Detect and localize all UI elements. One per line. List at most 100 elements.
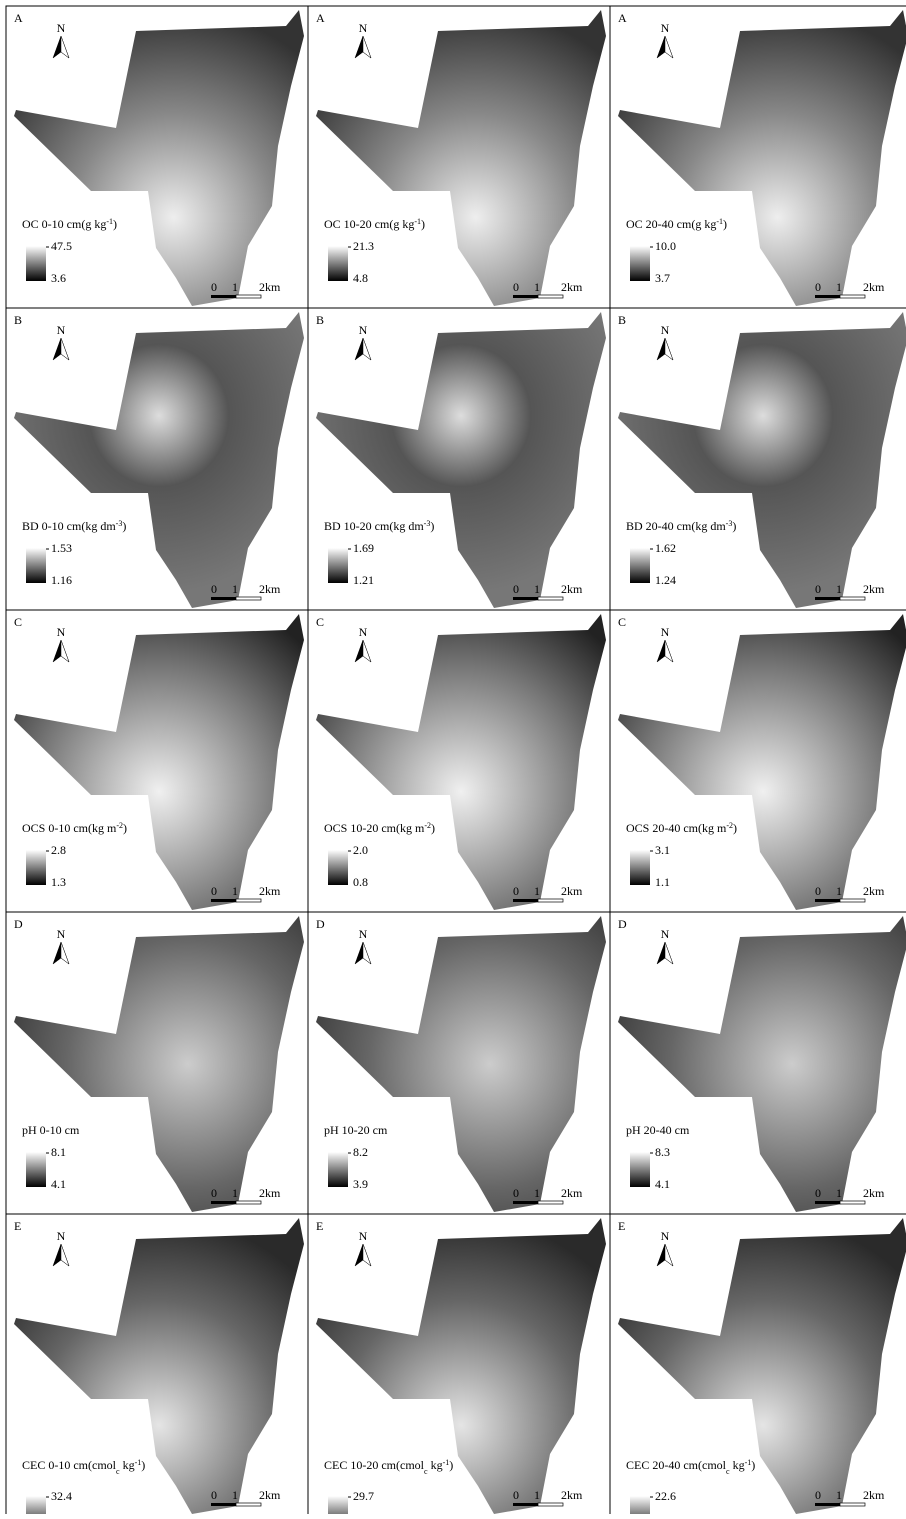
north-label: N	[359, 927, 368, 941]
legend-title: pH 0-10 cm	[22, 1123, 80, 1137]
panel-letter: C	[14, 615, 22, 629]
scale-bar-label: 2km	[259, 884, 281, 898]
north-label: N	[359, 625, 368, 639]
legend-ramp	[328, 1496, 348, 1514]
north-arrow-half	[61, 1244, 69, 1266]
legend-unit: (kg dm	[389, 519, 424, 533]
map-panel: DNpH 0-10 cm8.14.1012km	[6, 912, 308, 1214]
scale-bar-label: 1	[534, 1186, 540, 1200]
scale-bar-label: 0	[513, 884, 519, 898]
map-panel: BNBD 0-10 cm(kg dm-3)1.531.16012km	[6, 308, 308, 610]
legend-min: 3.6	[51, 271, 66, 285]
legend-max: 47.5	[51, 239, 72, 253]
legend-title-text: pH 10-20 cm	[324, 1123, 388, 1137]
legend-max: 10.0	[655, 239, 676, 253]
legend-title: CEC 20-40 cm(cmolc kg-1)	[626, 1458, 755, 1476]
panel-letter: B	[618, 313, 626, 327]
panel-letter: D	[618, 917, 627, 931]
legend-unit: (kg dm	[81, 519, 116, 533]
legend-unit: -1	[106, 217, 113, 226]
legend-unit: )	[733, 821, 737, 835]
scale-bar-label: 1	[836, 280, 842, 294]
scale-bar-label: 0	[815, 280, 821, 294]
legend-ramp	[26, 1496, 46, 1514]
scale-bar-label: 0	[513, 1186, 519, 1200]
scale-bar-white	[840, 597, 865, 600]
scale-bar-white	[538, 899, 563, 902]
north-arrow-half	[363, 36, 371, 58]
legend-title: CEC 0-10 cm(cmolc kg-1)	[22, 1458, 145, 1476]
legend-unit: kg	[428, 1458, 443, 1472]
scale-bar-label: 0	[211, 1186, 217, 1200]
legend-title: BD 0-10 cm(kg dm-3)	[22, 519, 126, 534]
legend-max: 21.3	[353, 239, 374, 253]
north-arrow-half	[363, 942, 371, 964]
scale-bar-black	[513, 295, 538, 298]
legend-ramp	[26, 850, 46, 885]
scale-bar-label: 2km	[561, 1186, 583, 1200]
legend-title: pH 20-40 cm	[626, 1123, 690, 1137]
north-arrow-half	[665, 640, 673, 662]
legend-unit: -2	[424, 821, 431, 830]
scale-bar-black	[211, 1201, 236, 1204]
north-label: N	[661, 1229, 670, 1243]
panel-letter: B	[14, 313, 22, 327]
panel-letter: D	[316, 917, 325, 931]
scale-bar-label: 1	[836, 884, 842, 898]
scale-bar-label: 2km	[259, 1488, 281, 1502]
legend-unit: (kg dm	[691, 519, 726, 533]
north-label: N	[359, 21, 368, 35]
legend-title-text: BD 0-10 cm	[22, 519, 82, 533]
panel-letter: A	[316, 11, 325, 25]
scale-bar-label: 1	[836, 1488, 842, 1502]
legend-ramp	[630, 1152, 650, 1187]
panel-letter: D	[14, 917, 23, 931]
scale-bar-white	[538, 1201, 563, 1204]
legend-unit: -3	[116, 519, 123, 528]
legend-unit: -1	[135, 1458, 142, 1467]
scale-bar-label: 1	[232, 582, 238, 596]
scale-bar-label: 1	[232, 280, 238, 294]
legend-unit: )	[723, 217, 727, 231]
scale-bar-label: 0	[211, 884, 217, 898]
north-label: N	[57, 1229, 66, 1243]
scale-bar-white	[538, 295, 563, 298]
legend-ramp	[328, 850, 348, 885]
scale-bar-label: 1	[534, 1488, 540, 1502]
scale-bar-black	[211, 295, 236, 298]
legend-ramp	[26, 548, 46, 583]
legend-title: OCS 10-20 cm(kg m-2)	[324, 821, 435, 836]
legend-unit: )	[141, 1458, 145, 1472]
scale-bar-label: 0	[513, 582, 519, 596]
map-panel: ANOC 20-40 cm(g kg-1)10.03.7012km	[610, 6, 906, 308]
north-label: N	[57, 625, 66, 639]
scale-bar-label: 2km	[259, 582, 281, 596]
panel-letter: A	[618, 11, 627, 25]
scale-bar-white	[538, 1503, 563, 1506]
legend-min: 3.7	[655, 271, 670, 285]
legend-max: 1.62	[655, 541, 676, 555]
legend-title: BD 20-40 cm(kg dm-3)	[626, 519, 736, 534]
north-arrow-half	[363, 640, 371, 662]
north-arrow-half	[665, 338, 673, 360]
panel-letter: C	[618, 615, 626, 629]
scale-bar-white	[236, 295, 261, 298]
legend-unit: )	[751, 1458, 755, 1472]
legend-unit: )	[421, 217, 425, 231]
panel-letter: E	[316, 1219, 323, 1233]
legend-ramp	[630, 246, 650, 281]
scale-bar-label: 0	[513, 1488, 519, 1502]
legend-title-text: OC 10-20 cm	[324, 217, 390, 231]
legend-title: OC 20-40 cm(g kg-1)	[626, 217, 727, 232]
scale-bar-label: 2km	[863, 582, 885, 596]
scale-bar-label: 0	[815, 1488, 821, 1502]
north-label: N	[661, 323, 670, 337]
north-arrow-half	[363, 1244, 371, 1266]
figure: ANOC 0-10 cm(g kg-1)47.53.6012kmANOC 10-…	[0, 0, 906, 1514]
legend-unit: -1	[443, 1458, 450, 1467]
north-arrow-half	[61, 640, 69, 662]
north-arrow-half	[363, 338, 371, 360]
